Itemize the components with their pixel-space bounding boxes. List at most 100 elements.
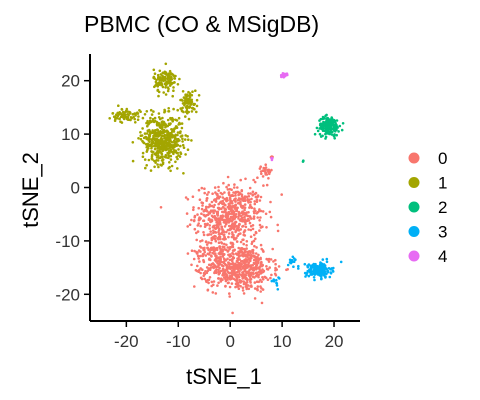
data-point [322, 117, 326, 120]
data-point [213, 234, 216, 238]
data-point [241, 271, 244, 274]
data-point [254, 259, 258, 263]
data-point [202, 231, 205, 234]
data-point [205, 243, 209, 246]
data-point [229, 266, 233, 270]
data-point [222, 264, 225, 268]
data-point [194, 268, 198, 272]
data-point [153, 133, 156, 137]
data-point [199, 246, 203, 249]
data-point [201, 254, 205, 258]
data-point [323, 270, 327, 273]
data-point [155, 140, 158, 144]
data-point [251, 275, 255, 279]
data-point [162, 77, 166, 81]
data-point [231, 194, 235, 197]
data-point [257, 253, 260, 257]
data-point [223, 245, 226, 249]
data-point [258, 167, 262, 170]
data-point [259, 195, 263, 199]
data-point [245, 287, 248, 291]
data-point [275, 281, 278, 285]
data-point [249, 228, 253, 232]
data-point [120, 107, 124, 111]
data-point [199, 224, 202, 228]
data-point [156, 73, 160, 77]
data-point [253, 297, 257, 300]
data-point [225, 185, 228, 189]
data-point [136, 112, 140, 115]
data-point [174, 74, 177, 78]
data-point [232, 191, 235, 194]
data-point [157, 81, 161, 85]
data-point [277, 265, 281, 268]
data-point [189, 103, 193, 106]
data-point [150, 138, 153, 142]
data-point [215, 248, 219, 252]
data-point [306, 264, 309, 268]
data-point [161, 116, 164, 120]
data-point [204, 240, 208, 243]
data-point [182, 96, 186, 99]
data-point [260, 271, 263, 275]
data-point [256, 195, 259, 199]
data-point [186, 148, 190, 151]
data-point [243, 234, 247, 237]
data-point [178, 139, 181, 142]
data-point [333, 137, 337, 140]
data-point [231, 262, 234, 266]
data-point [160, 127, 164, 131]
data-point [258, 223, 262, 227]
data-point [176, 83, 180, 86]
data-point [243, 203, 247, 206]
data-point [335, 133, 339, 137]
data-point [173, 127, 176, 130]
data-point [326, 128, 330, 131]
data-point [283, 74, 287, 77]
data-point [174, 160, 177, 164]
data-point [172, 86, 175, 89]
data-point [330, 130, 333, 134]
data-point [240, 219, 243, 222]
data-point [167, 107, 170, 110]
data-point [268, 266, 272, 269]
data-point [168, 165, 171, 169]
data-point [254, 274, 258, 278]
data-point [253, 192, 257, 196]
data-point [213, 186, 217, 189]
data-point [153, 85, 156, 89]
data-point [166, 118, 170, 122]
data-point [157, 90, 161, 94]
data-point [174, 133, 177, 137]
data-point [258, 199, 262, 202]
data-point [147, 147, 150, 150]
series-0-points [159, 155, 290, 315]
data-point [139, 137, 143, 141]
data-point [307, 274, 311, 278]
data-point [241, 225, 244, 228]
data-point [291, 255, 295, 259]
data-point [190, 139, 193, 142]
data-point [250, 267, 253, 271]
data-point [158, 150, 162, 153]
data-point [238, 198, 241, 202]
data-point [223, 207, 227, 211]
data-point [229, 208, 232, 211]
data-point [252, 272, 255, 276]
data-point [243, 198, 246, 201]
data-point [210, 214, 214, 218]
data-point [229, 197, 232, 201]
data-point [266, 278, 270, 282]
data-point [122, 111, 126, 115]
data-point [214, 260, 218, 263]
data-point [223, 238, 226, 241]
data-point [183, 99, 187, 103]
data-point [153, 152, 157, 156]
data-point [137, 137, 140, 140]
data-point [321, 270, 325, 274]
data-point [153, 116, 157, 120]
data-point [145, 121, 148, 125]
data-point [276, 223, 280, 227]
data-point [206, 289, 210, 292]
legend-label: 1 [438, 174, 447, 193]
